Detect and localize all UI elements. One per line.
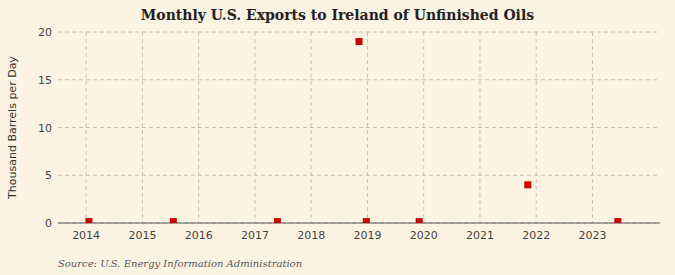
x-tick-label: 2021: [466, 229, 494, 242]
x-tick-label: 2016: [185, 229, 213, 242]
x-grid-line: [311, 32, 312, 223]
x-tick-label: 2015: [128, 229, 156, 242]
y-grid-line: [58, 32, 660, 33]
x-grid-line: [86, 32, 87, 223]
y-tick-label: 15: [38, 74, 52, 87]
y-tick-label: 5: [45, 169, 52, 182]
point: [416, 218, 423, 223]
grid: [58, 32, 660, 223]
title: Monthly U.S. Exports to Ireland of Unfin…: [141, 7, 534, 23]
x-grid-line: [254, 32, 255, 223]
x-grid-line: [367, 32, 368, 223]
x-tick-label: 2020: [410, 229, 438, 242]
x-tick-label: 2014: [72, 229, 100, 242]
point: [85, 218, 92, 223]
y-tick-label: 10: [38, 122, 52, 135]
x-axis-line: [58, 223, 660, 224]
y-tick-label: 20: [38, 26, 52, 39]
x-grid-line: [536, 32, 537, 223]
x-grid-line: [423, 32, 424, 223]
y-grid-line: [58, 127, 660, 128]
x-tick-label: 2018: [297, 229, 325, 242]
y-axis-label: Thousand Barrels per Day: [6, 56, 19, 200]
axes: 0 5 10 15 20 2014 2015 2016 2017 2018 2019 2020 2021…: [38, 26, 660, 242]
x-tick-label: 2017: [241, 229, 269, 242]
x-grid-line: [198, 32, 199, 223]
source-note: Source: U.S. Energy Information Administ…: [58, 258, 302, 269]
x-grid-line: [142, 32, 143, 223]
y-grid-line: [58, 79, 660, 80]
x-grid-line: [592, 32, 593, 223]
point: [356, 38, 363, 45]
point: [170, 218, 177, 223]
x-grid-line: [479, 32, 480, 223]
point: [524, 181, 531, 188]
point: [274, 218, 281, 223]
y-tick-label: 0: [45, 217, 52, 230]
point: [363, 218, 370, 223]
x-tick-label: 2023: [578, 229, 606, 242]
y-grid-line: [58, 175, 660, 176]
x-tick-label: 2019: [353, 229, 381, 242]
y-grid-line: [58, 223, 660, 224]
points: [85, 38, 621, 223]
x-tick-label: 2022: [522, 229, 550, 242]
chart: Monthly U.S. Exports to Ireland of Unfin…: [0, 0, 675, 275]
point: [614, 218, 621, 223]
